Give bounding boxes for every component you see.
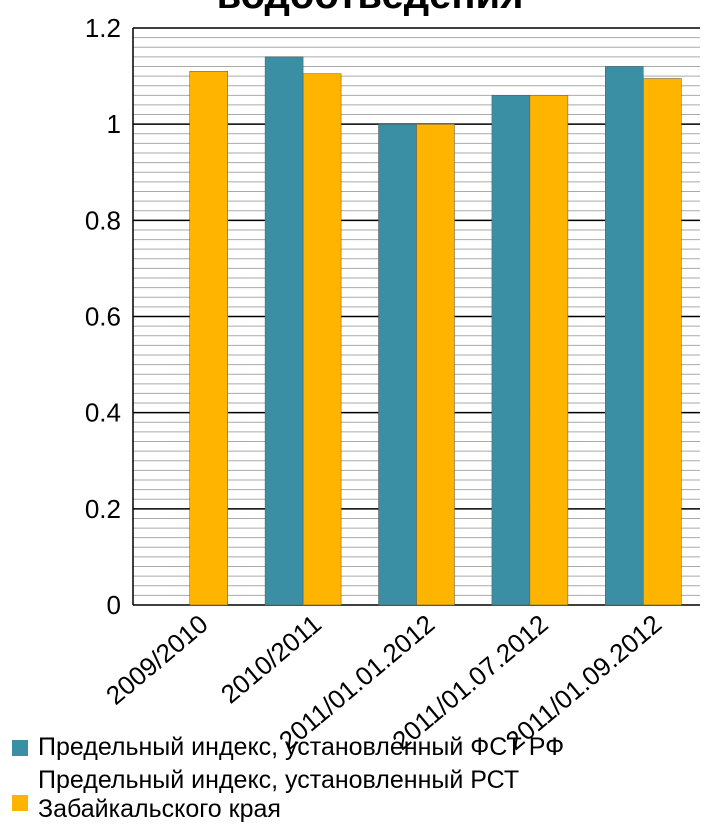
bar [605, 66, 644, 606]
bar [529, 95, 569, 606]
legend-swatch [12, 740, 28, 756]
y-tick-label: 0 [107, 590, 121, 620]
bar [189, 71, 228, 606]
y-tick-label: 0.6 [85, 302, 121, 332]
y-tick-label: 0.4 [85, 398, 121, 428]
bar [491, 95, 531, 606]
legend-label: Предельный индекс, установленный РСТ Заб… [38, 766, 520, 823]
legend-label: Предельный индекс, установленный ФСТ РФ [38, 733, 565, 761]
y-tick-label: 1.2 [85, 13, 121, 43]
bar [302, 73, 342, 606]
y-tick-label: 1 [107, 109, 121, 139]
chart-title: водоотведения [217, 0, 524, 17]
bar [643, 78, 682, 606]
x-tick-label: 2010/2011 [215, 609, 327, 710]
bar [378, 123, 417, 606]
y-tick-label: 0.2 [85, 494, 121, 524]
y-tick-label: 0.8 [85, 205, 121, 235]
bar [264, 56, 304, 606]
x-tick-label: 2009/2010 [100, 609, 213, 711]
bar [416, 123, 455, 606]
legend-swatch [12, 795, 28, 811]
